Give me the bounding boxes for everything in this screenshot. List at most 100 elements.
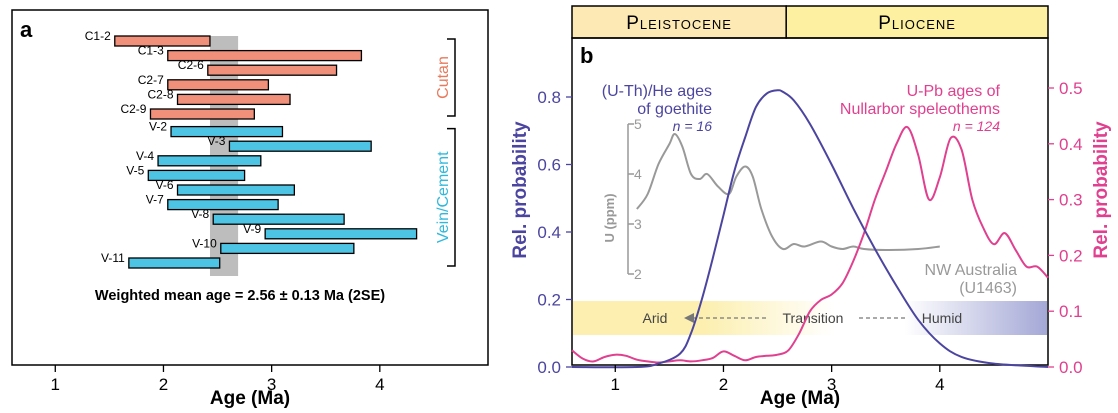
range-bar-rect — [264, 228, 418, 240]
group-label-cutan: Cutan — [435, 56, 452, 99]
x-tick-label: 4 — [935, 375, 944, 394]
u-tick-label: 4 — [634, 166, 642, 182]
line-uthhe-goethite — [571, 89, 1049, 369]
label-upb-line1: U-Pb ages of — [907, 83, 1001, 100]
range-bar-label: V-10 — [192, 236, 217, 250]
range-bar-v-3: V-3 — [207, 134, 372, 152]
range-bar-label: C2-9 — [120, 102, 146, 116]
range-bar-rect — [114, 35, 211, 47]
range-bar-label: V-9 — [243, 222, 261, 236]
range-bar-label: V-3 — [207, 134, 225, 148]
x-tick-label: 4 — [375, 375, 384, 394]
range-bar-v-8: V-8 — [191, 207, 345, 225]
panel-a-frame — [11, 9, 489, 366]
panel-b-x-axis: 1 2 3 4 — [611, 365, 945, 394]
u-tick-label: 2 — [634, 266, 642, 282]
left-y-tick-label: 0.4 — [537, 223, 561, 242]
range-bar-rect — [220, 242, 355, 255]
right-y-tick-label: 0.3 — [1059, 191, 1083, 210]
range-bar-label: V-7 — [146, 193, 164, 207]
panel-a-x-axis: 1 2 3 4 — [51, 365, 385, 394]
right-y-axis-label: Rel. probability — [1091, 121, 1112, 259]
left-y-tick-label: 0.0 — [537, 358, 561, 377]
panel-b-frame — [571, 37, 1049, 366]
climate-gradient-bar — [573, 301, 1047, 335]
range-bar-label: V-8 — [191, 207, 209, 221]
epoch-pleistocene: Pleistocene — [571, 5, 787, 39]
left-y-tick-label: 0.8 — [537, 88, 561, 107]
x-tick-label: 1 — [51, 375, 60, 394]
range-bar-rect — [176, 93, 291, 106]
epoch-rect — [571, 5, 787, 39]
line-nw-australia — [636, 133, 940, 252]
u-tick-label: 5 — [634, 116, 642, 132]
range-bar-v-10: V-10 — [192, 236, 355, 255]
range-bar-rect — [212, 213, 345, 225]
label-upb-n: n = 124 — [953, 118, 1000, 134]
panel-b-label: b — [580, 43, 593, 68]
range-bar-rect — [149, 108, 255, 120]
label-uthhe-line2: of goethite — [637, 101, 712, 118]
range-bar-c2-6: C2-6 — [178, 58, 338, 76]
range-bar-v-7: V-7 — [146, 193, 279, 211]
u-tick-label: 3 — [634, 216, 642, 232]
range-bar-label: C2-8 — [148, 87, 174, 101]
range-bar-c1-3: C1-3 — [138, 44, 363, 62]
range-bar-rect — [128, 257, 221, 269]
right-y-tick-label: 0.0 — [1059, 358, 1083, 377]
right-y-tick-label: 0.1 — [1059, 302, 1083, 321]
range-bar-c2-9: C2-9 — [120, 102, 255, 120]
climate-arrow-head — [684, 313, 694, 323]
range-bar-rect — [228, 140, 372, 152]
label-nw-australia: NW Australia — [925, 262, 1018, 279]
epoch-bar: Pleistocene Pliocene — [571, 5, 1049, 39]
bracket-vein — [447, 127, 456, 267]
range-bar-rect — [176, 184, 296, 196]
right-y-tick-label: 0.2 — [1059, 246, 1083, 265]
range-bar-v-2: V-2 — [149, 120, 284, 138]
range-bar-rect — [167, 49, 363, 62]
left-y-axis-label: Rel. probability — [510, 121, 531, 259]
left-y-tick-label: 0.6 — [537, 156, 561, 175]
group-label-vein: Vein/Cement — [435, 151, 452, 243]
range-bar-v-11: V-11 — [101, 251, 221, 269]
range-bar-rect — [167, 79, 270, 91]
group-brackets: Cutan Vein/Cement — [435, 38, 456, 267]
epoch-label: Pliocene — [878, 13, 956, 34]
range-bar-rect — [207, 64, 338, 76]
left-y-tick-label: 0.2 — [537, 291, 561, 310]
x-tick-label: 2 — [159, 375, 168, 394]
range-bars: C1-2C1-3C2-6C2-7C2-8C2-9V-2V-3V-4V-5V-6V… — [85, 29, 418, 269]
x-tick-label: 2 — [719, 375, 728, 394]
panel-a: a C1-2 C1-3 C2-6 C2-7C2-8C2-9V-2 V-3 V-4V-5 V-… — [11, 9, 489, 409]
climate-transition-label: Transition — [783, 310, 844, 326]
range-bar-label: V-6 — [156, 178, 174, 192]
range-bar-label: C2-6 — [178, 58, 204, 72]
line-upb-speleothems — [571, 125, 1049, 364]
x-tick-label: 1 — [611, 375, 620, 394]
x-tick-label: 3 — [267, 375, 276, 394]
epoch-pliocene: Pliocene — [785, 5, 1049, 39]
label-uthhe-line1: (U-Th)/He ages — [602, 83, 712, 100]
panel-a-label: a — [20, 17, 33, 42]
range-bar-label: V-5 — [126, 163, 144, 177]
panel-b: Pleistocene Pliocene b Arid Transition Hu… — [510, 5, 1112, 409]
left-y-axis: 0.0 0.2 0.4 0.6 0.8 — [537, 88, 572, 377]
climate-arid-label: Arid — [643, 310, 668, 326]
range-bar-v-9: V-9 — [243, 222, 418, 240]
range-bar-label: V-11 — [101, 251, 125, 265]
label-upb-line2: Nullarbor speleothems — [840, 101, 1000, 118]
range-bar-label: C1-3 — [138, 44, 164, 58]
range-bar-v-6: V-6 — [156, 178, 296, 196]
range-bar-rect — [147, 169, 246, 182]
weighted-mean-annotation: Weighted mean age = 2.56 ± 0.13 Ma (2SE) — [95, 288, 385, 304]
range-bar-rect — [170, 125, 284, 138]
range-bar-label: C2-7 — [138, 73, 164, 87]
range-bar-c2-7: C2-7 — [138, 73, 270, 91]
climate-humid-label: Humid — [922, 310, 962, 326]
epoch-label: Pleistocene — [626, 13, 732, 34]
range-bar-rect — [157, 155, 262, 167]
range-bar-rect — [167, 198, 279, 211]
range-bar-label: C1-2 — [85, 29, 111, 43]
